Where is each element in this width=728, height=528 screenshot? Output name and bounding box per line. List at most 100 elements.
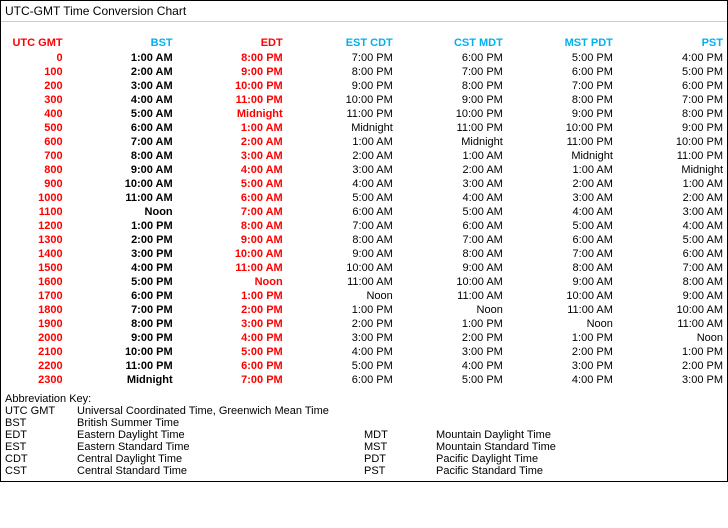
table-cell: 5:00 AM <box>177 177 287 191</box>
table-row: 3004:00 AM11:00 PM10:00 PM9:00 PM8:00 PM… <box>1 93 727 107</box>
table-cell: 5:00 AM <box>507 219 617 233</box>
key-title: Abbreviation Key: <box>5 393 723 405</box>
column-header: EST CDT <box>287 36 397 51</box>
table-cell: 2:00 PM <box>287 317 397 331</box>
table-cell: 3:00 AM <box>617 205 727 219</box>
table-cell: 8:00 PM <box>507 93 617 107</box>
key-def: Central Daylight Time <box>77 453 364 465</box>
table-cell: 8:00 AM <box>617 275 727 289</box>
table-cell: 5:00 AM <box>617 233 727 247</box>
table-cell: 1:00 AM <box>67 51 177 65</box>
table-cell: 8:00 PM <box>177 51 287 65</box>
table-cell: 9:00 PM <box>67 331 177 345</box>
column-header: CST MDT <box>397 36 507 51</box>
table-cell: 10:00 AM <box>397 275 507 289</box>
table-row: 18007:00 PM2:00 PM1:00 PMNoon11:00 AM10:… <box>1 303 727 317</box>
table-cell: 2:00 PM <box>67 233 177 247</box>
table-row: 210010:00 PM5:00 PM4:00 PM3:00 PM2:00 PM… <box>1 345 727 359</box>
table-cell: 7:00 AM <box>287 219 397 233</box>
key-def: British Summer Time <box>77 417 723 429</box>
table-cell: 10:00 AM <box>507 289 617 303</box>
table-cell: 9:00 AM <box>67 163 177 177</box>
table-cell: 7:00 AM <box>507 247 617 261</box>
table-cell: 2:00 AM <box>177 135 287 149</box>
table-cell: Midnight <box>617 163 727 177</box>
table-cell: 4:00 PM <box>507 373 617 387</box>
key-def: Mountain Daylight Time <box>436 429 723 441</box>
table-cell: 9:00 PM <box>397 93 507 107</box>
table-cell: 5:00 PM <box>177 345 287 359</box>
table-cell: 11:00 AM <box>617 317 727 331</box>
table-cell: 2:00 PM <box>397 331 507 345</box>
table-cell: 6:00 PM <box>67 289 177 303</box>
table-cell: 9:00 AM <box>397 261 507 275</box>
column-header: BST <box>67 36 177 51</box>
table-row: 20009:00 PM4:00 PM3:00 PM2:00 PM1:00 PMN… <box>1 331 727 345</box>
table-cell: 7:00 AM <box>67 135 177 149</box>
table-cell: 8:00 AM <box>397 247 507 261</box>
table-cell: 4:00 PM <box>177 331 287 345</box>
table-cell: 6:00 PM <box>617 79 727 93</box>
table-cell: 900 <box>1 177 67 191</box>
table-cell: 2:00 AM <box>617 191 727 205</box>
table-cell: 1:00 AM <box>397 149 507 163</box>
key-def: Mountain Standard Time <box>436 441 723 453</box>
table-cell: 4:00 AM <box>507 205 617 219</box>
table-cell: 5:00 AM <box>287 191 397 205</box>
key-abbr: CDT <box>5 453 77 465</box>
table-cell: Noon <box>287 289 397 303</box>
table-cell: 2200 <box>1 359 67 373</box>
key-row: MDTMountain Daylight Time <box>364 429 723 441</box>
key-abbr: BST <box>5 417 77 429</box>
key-abbr: EDT <box>5 429 77 441</box>
table-cell: 2:00 PM <box>507 345 617 359</box>
key-right-column: MDTMountain Daylight TimeMSTMountain Sta… <box>364 429 723 477</box>
table-cell: 0 <box>1 51 67 65</box>
table-cell: 5:00 PM <box>67 275 177 289</box>
table-cell: 6:00 PM <box>287 373 397 387</box>
table-cell: Midnight <box>397 135 507 149</box>
table-cell: 7:00 AM <box>177 205 287 219</box>
table-cell: 11:00 PM <box>507 135 617 149</box>
table-cell: 9:00 PM <box>507 107 617 121</box>
table-cell: 200 <box>1 79 67 93</box>
table-cell: 4:00 PM <box>67 261 177 275</box>
table-row: 2300Midnight7:00 PM6:00 PM5:00 PM4:00 PM… <box>1 373 727 387</box>
table-row: 220011:00 PM6:00 PM5:00 PM4:00 PM3:00 PM… <box>1 359 727 373</box>
key-row: PDTPacific Daylight Time <box>364 453 723 465</box>
key-def: Eastern Daylight Time <box>77 429 364 441</box>
table-cell: Midnight <box>67 373 177 387</box>
table-cell: 9:00 AM <box>507 275 617 289</box>
key-def: Central Standard Time <box>77 465 364 477</box>
table-cell: 9:00 AM <box>617 289 727 303</box>
table-cell: 7:00 PM <box>397 65 507 79</box>
table-cell: 9:00 PM <box>177 65 287 79</box>
table-cell: 4:00 AM <box>177 163 287 177</box>
table-cell: 2300 <box>1 373 67 387</box>
table-cell: 7:00 PM <box>507 79 617 93</box>
table-cell: 11:00 PM <box>67 359 177 373</box>
table-cell: 1:00 PM <box>507 331 617 345</box>
table-row: 90010:00 AM5:00 AM4:00 AM3:00 AM2:00 AM1… <box>1 177 727 191</box>
table-cell: 2:00 AM <box>397 163 507 177</box>
table-cell: 4:00 PM <box>287 345 397 359</box>
table-cell: 10:00 PM <box>507 121 617 135</box>
table-cell: 4:00 AM <box>617 219 727 233</box>
spacer <box>1 22 727 36</box>
key-row: BSTBritish Summer Time <box>5 417 723 429</box>
table-cell: 6:00 AM <box>507 233 617 247</box>
table-cell: 8:00 PM <box>287 65 397 79</box>
page-title: UTC-GMT Time Conversion Chart <box>1 1 727 22</box>
table-cell: 3:00 PM <box>287 331 397 345</box>
table-row: 16005:00 PMNoon11:00 AM10:00 AM9:00 AM8:… <box>1 275 727 289</box>
table-cell: 7:00 PM <box>67 303 177 317</box>
table-cell: 1300 <box>1 233 67 247</box>
table-cell: 6:00 AM <box>397 219 507 233</box>
table-cell: 10:00 AM <box>617 303 727 317</box>
table-cell: Midnight <box>507 149 617 163</box>
key-two-columns: EDTEastern Daylight TimeESTEastern Stand… <box>5 429 723 477</box>
table-cell: 6:00 PM <box>397 51 507 65</box>
key-def: Eastern Standard Time <box>77 441 364 453</box>
table-row: 4005:00 AMMidnight11:00 PM10:00 PM9:00 P… <box>1 107 727 121</box>
table-row: 1100Noon7:00 AM6:00 AM5:00 AM4:00 AM3:00… <box>1 205 727 219</box>
